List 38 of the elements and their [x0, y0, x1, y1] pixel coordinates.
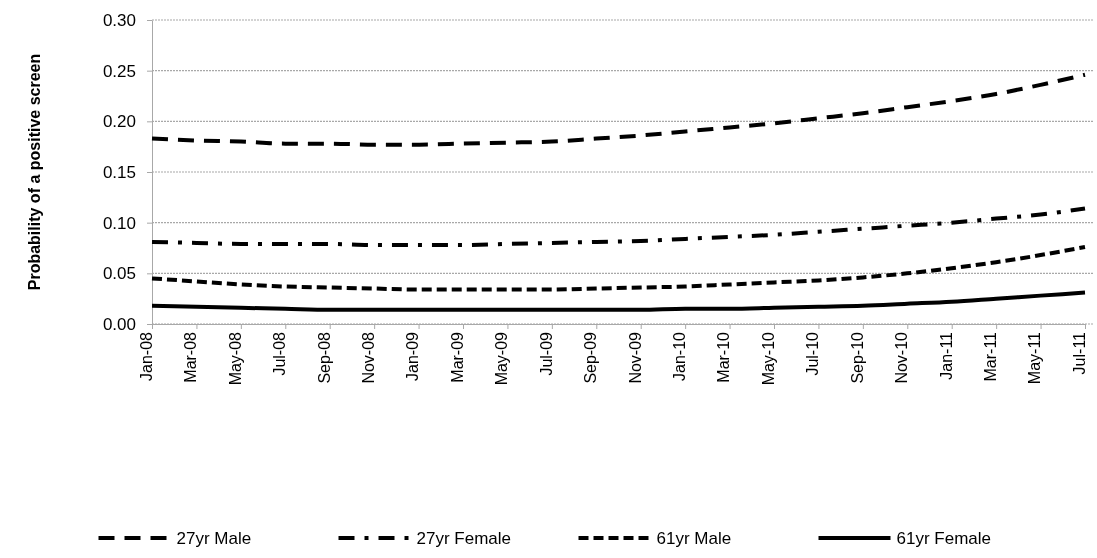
- x-tick-label: Mar-10: [715, 331, 733, 383]
- x-tick-label: Jul-11: [1070, 331, 1088, 375]
- x-tick-label: Nov-10: [893, 331, 911, 384]
- x-tick-label: May-10: [759, 331, 777, 386]
- line-series: [150, 290, 1087, 312]
- line-series: [150, 72, 1087, 147]
- y-tick-label: 0.10: [102, 213, 136, 233]
- y-tick-label: 0.15: [102, 162, 136, 182]
- x-tick-label: May-08: [226, 331, 244, 386]
- x-tick-label: May-11: [1026, 331, 1044, 385]
- legend-label: 61yr Female: [896, 529, 991, 548]
- y-tick-label: 0.25: [102, 61, 136, 81]
- line-series: [150, 244, 1087, 292]
- x-tick-label: Jan-10: [671, 331, 689, 381]
- y-tick-label: 0.20: [102, 112, 136, 132]
- x-tick-label: Sep-10: [848, 331, 866, 384]
- x-tick-label: Jul-09: [537, 331, 555, 376]
- x-tick-label: Jan-09: [404, 331, 422, 381]
- legend-label: 61yr Male: [656, 529, 732, 548]
- x-tick-label: Mar-08: [182, 331, 200, 383]
- y-tick-label: 0.00: [102, 314, 136, 334]
- y-tick-label: 0.30: [102, 10, 136, 30]
- x-tick-label: Nov-08: [360, 331, 378, 384]
- y-axis-title: Probability of a positive screen: [26, 53, 43, 291]
- y-tick-label: 0.05: [102, 264, 136, 284]
- x-tick-label: Jan-08: [137, 331, 155, 381]
- legend-label: 27yr Female: [416, 529, 511, 548]
- line-series: [150, 206, 1087, 247]
- x-tick-label: Nov-09: [626, 331, 644, 384]
- x-tick-label: Sep-08: [315, 331, 333, 384]
- x-tick-label: May-09: [493, 331, 511, 386]
- x-tick-label: Mar-09: [448, 331, 466, 383]
- x-tick-label: Jul-10: [804, 331, 822, 376]
- legend-label: 27yr Male: [176, 529, 252, 548]
- x-tick-label: Jan-11: [937, 331, 955, 380]
- x-tick-label: Mar-11: [982, 331, 1000, 382]
- x-tick-label: Jul-08: [271, 331, 289, 376]
- x-tick-label: Sep-09: [582, 331, 600, 384]
